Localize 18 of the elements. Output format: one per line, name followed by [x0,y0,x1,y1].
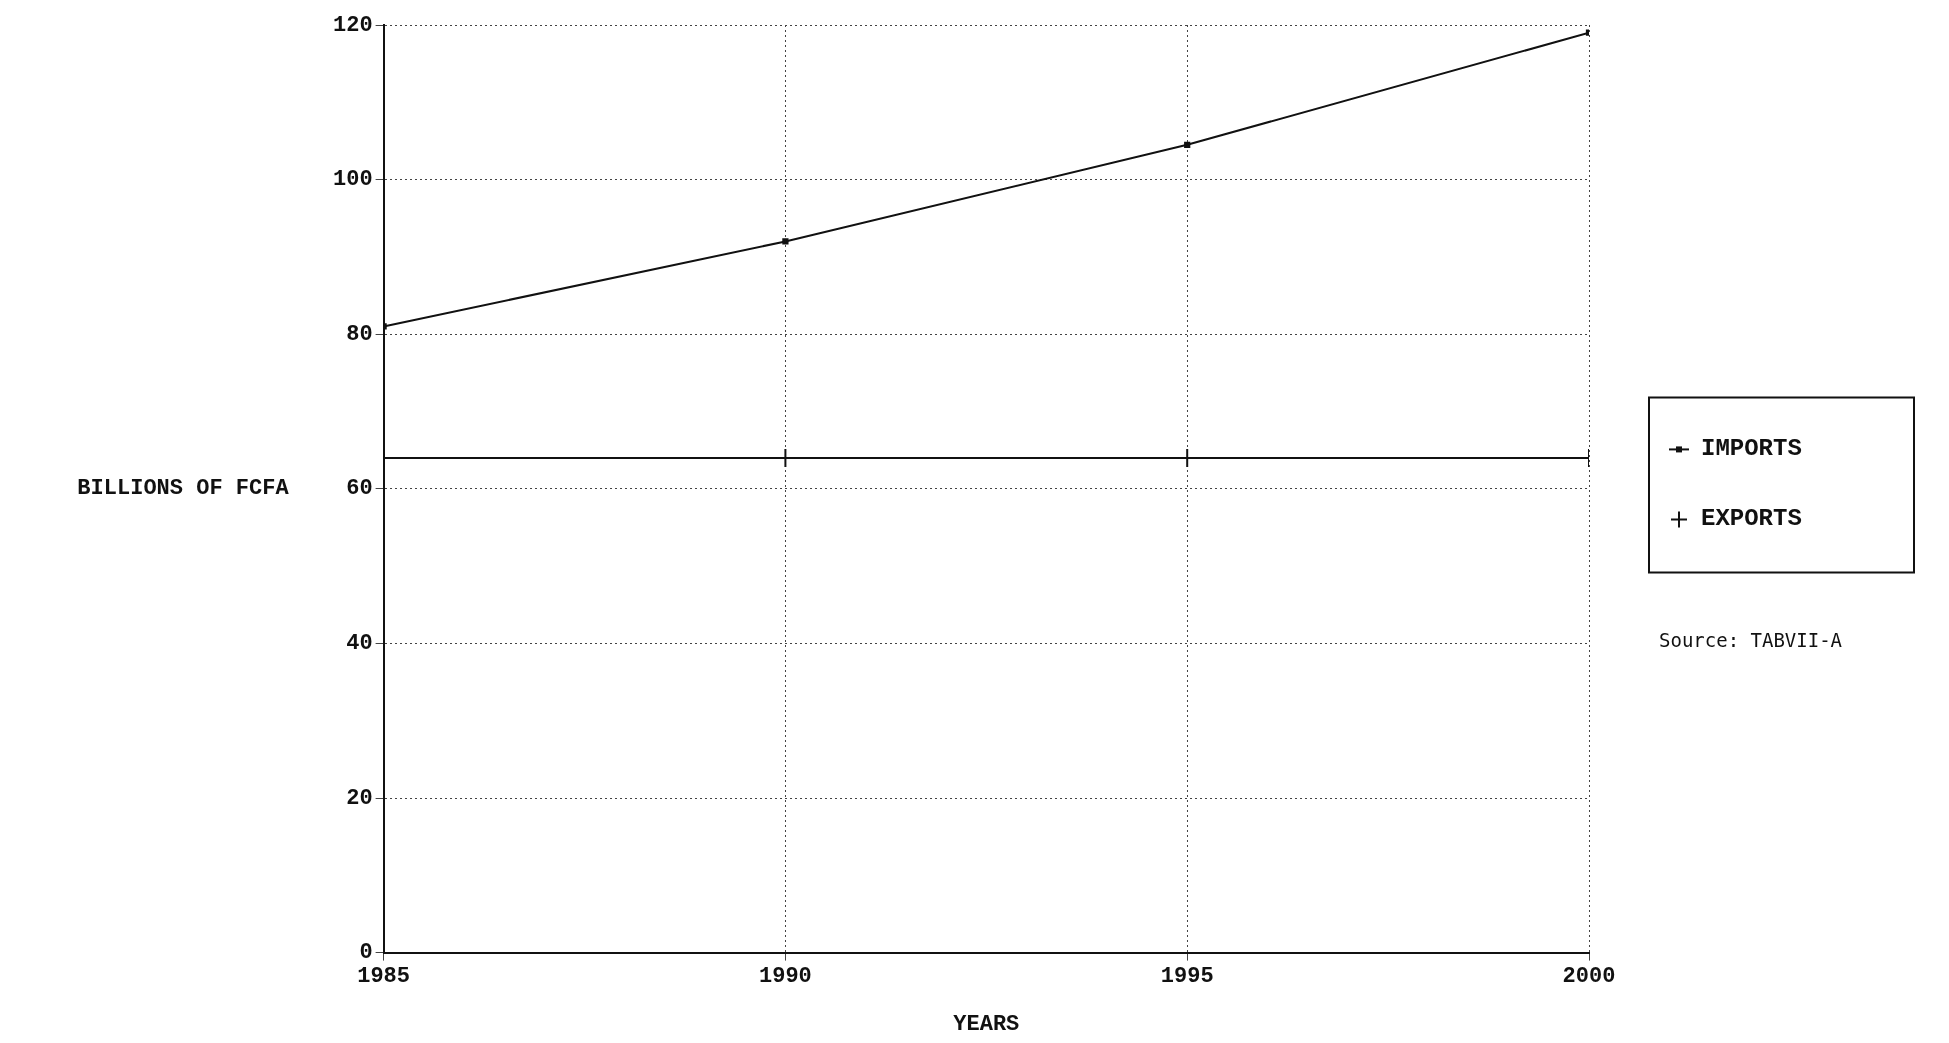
legend-label: IMPORTS [1701,435,1802,463]
legend-label: EXPORTS [1701,505,1802,533]
x-axis-title: YEARS [953,1011,1020,1037]
x-tick-label: 1990 [759,964,812,990]
y-tick-label: 100 [333,167,373,193]
point [1184,141,1191,148]
point [782,238,789,245]
source-note: Source: TABVII-A [1659,628,1843,651]
x-tick-label: 2000 [1562,964,1616,990]
y-tick-label: 60 [346,476,373,502]
y-tick-label: 0 [359,940,373,966]
y-tick-label: 40 [346,630,373,656]
x-tick-label: 1995 [1160,964,1214,990]
y-tick-label: 20 [346,785,373,811]
x-tick-label: 1985 [357,964,411,990]
y-axis-title: BILLIONS OF FCFA [77,476,290,502]
y-tick-label: 120 [333,12,373,38]
y-tick-label: 80 [346,321,373,347]
